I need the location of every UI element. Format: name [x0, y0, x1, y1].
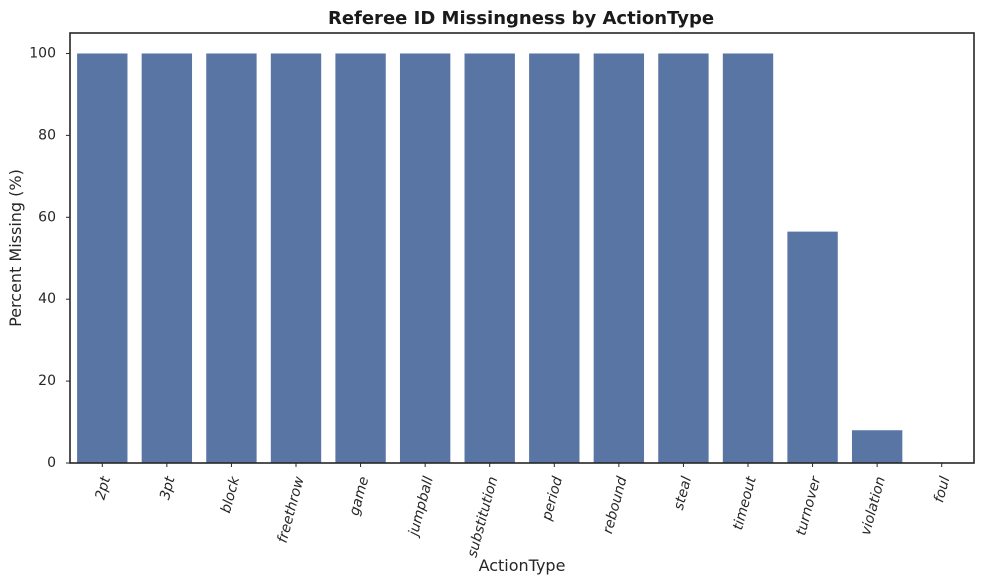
x-tick-label: jumpball — [405, 475, 437, 540]
bar-2pt — [77, 53, 128, 463]
x-axis-ticks: 2pt 3pt block freethrow game jumpball substitu… — [93, 463, 953, 559]
y-axis-title: Percent Missing (%) — [6, 169, 25, 327]
chart-title: Referee ID Missingness by ActionType — [328, 8, 714, 29]
x-tick-label: freethrow — [275, 474, 308, 544]
x-tick-label: foul — [931, 475, 953, 505]
y-tick-label: 100 — [29, 45, 56, 61]
y-tick-label: 80 — [38, 127, 56, 143]
bar-violation — [851, 430, 903, 463]
bar-steal — [658, 53, 709, 463]
y-tick-label: 20 — [38, 373, 56, 389]
bar-period — [529, 53, 580, 463]
x-tick-label: game — [347, 475, 373, 518]
bar-rebound — [593, 53, 645, 463]
bar-timeout — [722, 53, 774, 463]
x-tick-label: block — [218, 474, 243, 515]
y-tick-label: 60 — [38, 209, 56, 225]
x-tick-label: timeout — [730, 474, 760, 531]
x-tick-label: period — [539, 475, 566, 523]
bar-3pt — [141, 53, 193, 463]
x-tick-label: 2pt — [93, 474, 115, 501]
x-tick-label: substitution — [465, 475, 502, 559]
y-tick-label: 40 — [38, 291, 56, 307]
x-tick-label: rebound — [600, 475, 631, 536]
bar-block — [206, 53, 257, 463]
x-tick-label: steal — [671, 475, 695, 512]
bars-layer — [77, 53, 903, 463]
bar-substitution — [464, 53, 515, 463]
y-axis-ticks: 0 20 40 60 80 100 — [29, 45, 70, 471]
x-axis-title: ActionType — [479, 556, 566, 575]
bar-game — [335, 53, 386, 463]
x-tick-label: violation — [858, 475, 889, 537]
bar-jumpball — [399, 53, 451, 463]
x-tick-label: 3pt — [157, 474, 179, 501]
x-tick-label: turnover — [793, 474, 824, 538]
plot-frame — [69, 32, 975, 464]
bar-freethrow — [270, 53, 322, 463]
y-tick-label: 0 — [47, 455, 56, 471]
bar-turnover — [787, 231, 838, 463]
